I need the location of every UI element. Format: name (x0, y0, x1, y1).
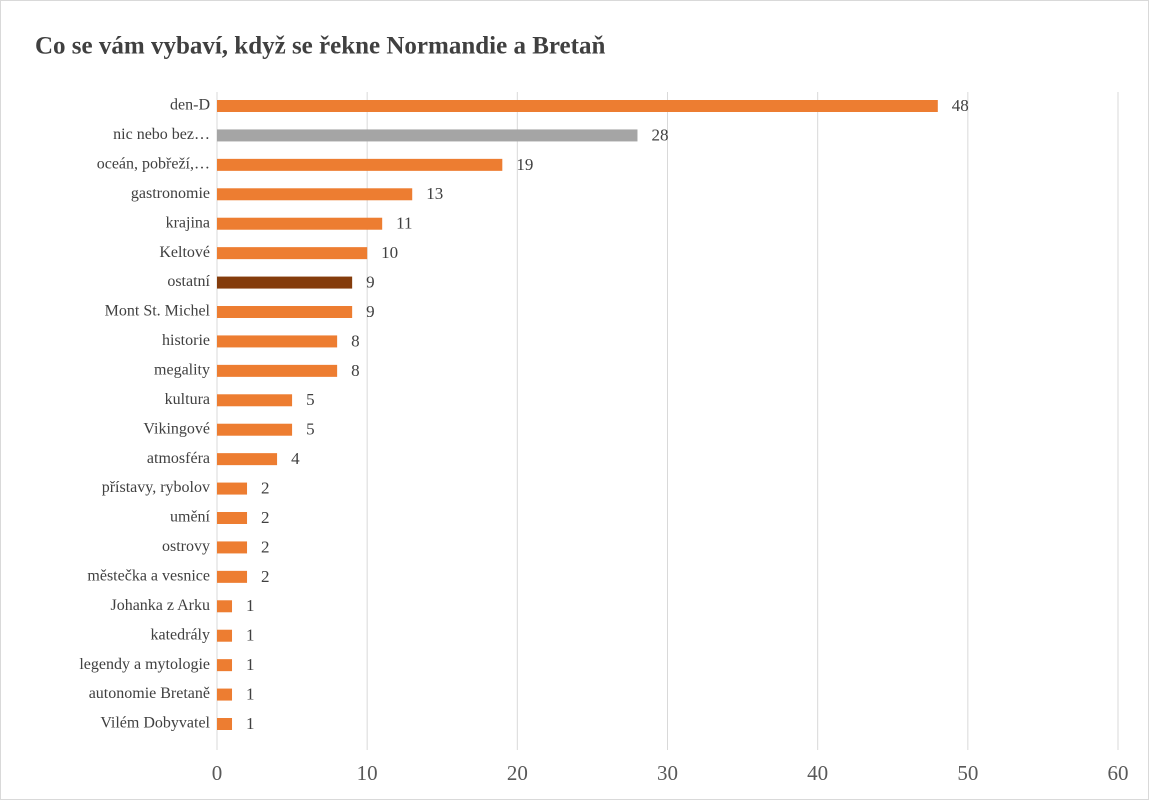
data-label: 1 (246, 684, 255, 703)
bar (217, 306, 353, 318)
data-label: 2 (261, 567, 270, 586)
data-label: 2 (261, 537, 270, 556)
bar (217, 453, 278, 466)
bar (217, 482, 248, 495)
y-tick-label: ostatní (167, 273, 210, 290)
x-tick-label: 20 (507, 761, 528, 785)
y-tick-label: gastronomie (131, 185, 210, 202)
bar (217, 364, 338, 377)
data-label: 2 (261, 478, 270, 497)
y-tick-label: ostrovy (162, 538, 210, 555)
bar (217, 100, 938, 112)
y-tick-label: Vilém Dobyvatel (100, 715, 210, 732)
x-tick-label: 40 (807, 761, 828, 785)
y-tick-label: Keltové (159, 244, 210, 261)
bar (217, 188, 413, 201)
data-label: 8 (351, 361, 360, 380)
bar (217, 247, 368, 260)
y-tick-label: krajina (166, 214, 210, 231)
y-tick-label: oceán, pobřeží,… (97, 156, 210, 173)
data-label: 2 (261, 508, 270, 527)
y-tick-label: legendy a mytologie (79, 656, 210, 673)
x-tick-label: 0 (212, 761, 223, 785)
x-tick-label: 30 (657, 761, 678, 785)
bar (217, 129, 638, 142)
data-label: 10 (381, 243, 398, 262)
x-tick-label: 10 (357, 761, 378, 785)
y-tick-label: Johanka z Arku (110, 597, 210, 614)
bar (217, 541, 248, 554)
y-tick-label: Mont St. Michel (105, 303, 211, 320)
y-tick-label: autonomie Bretaně (89, 685, 210, 702)
data-label: 1 (246, 626, 255, 645)
bar (217, 659, 233, 672)
bar (217, 158, 503, 171)
chart-title: Co se vám vybaví, když se řekne Normandi… (35, 33, 605, 60)
bar (217, 718, 233, 730)
y-tick-label: atmosféra (147, 450, 210, 467)
x-tick-label: 50 (957, 761, 978, 785)
bar (217, 629, 233, 642)
data-label: 1 (246, 714, 255, 733)
data-label: 9 (366, 302, 375, 321)
bar (217, 335, 338, 348)
data-label: 9 (366, 272, 375, 291)
data-label: 4 (291, 449, 300, 468)
bar (217, 570, 248, 583)
bar (217, 394, 293, 407)
y-tick-label: přístavy, rybolov (102, 479, 210, 496)
bar (217, 276, 353, 289)
y-tick-label: kultura (165, 391, 210, 408)
y-tick-label: den-D (170, 97, 210, 114)
data-label: 5 (306, 390, 315, 409)
y-tick-label: katedrály (150, 626, 210, 643)
x-tick-label: 60 (1108, 761, 1129, 785)
data-label: 1 (246, 596, 255, 615)
bar (217, 423, 293, 436)
y-tick-label: umění (170, 509, 211, 526)
y-tick-label: historie (162, 332, 210, 349)
data-label: 1 (246, 655, 255, 674)
data-label: 13 (426, 184, 443, 203)
data-label: 19 (516, 155, 533, 174)
y-tick-label: nic nebo bez… (113, 126, 210, 143)
bar (217, 512, 248, 524)
bar (217, 600, 233, 613)
y-tick-label: Vikingové (143, 420, 210, 437)
data-label: 5 (306, 420, 315, 439)
data-label: 48 (952, 96, 969, 115)
bar (217, 217, 383, 230)
data-label: 11 (396, 214, 412, 233)
y-tick-label: megality (154, 362, 210, 379)
bar (217, 688, 233, 701)
y-tick-label: městečka a vesnice (87, 568, 210, 585)
data-label: 28 (651, 125, 668, 144)
data-label: 8 (351, 331, 360, 350)
